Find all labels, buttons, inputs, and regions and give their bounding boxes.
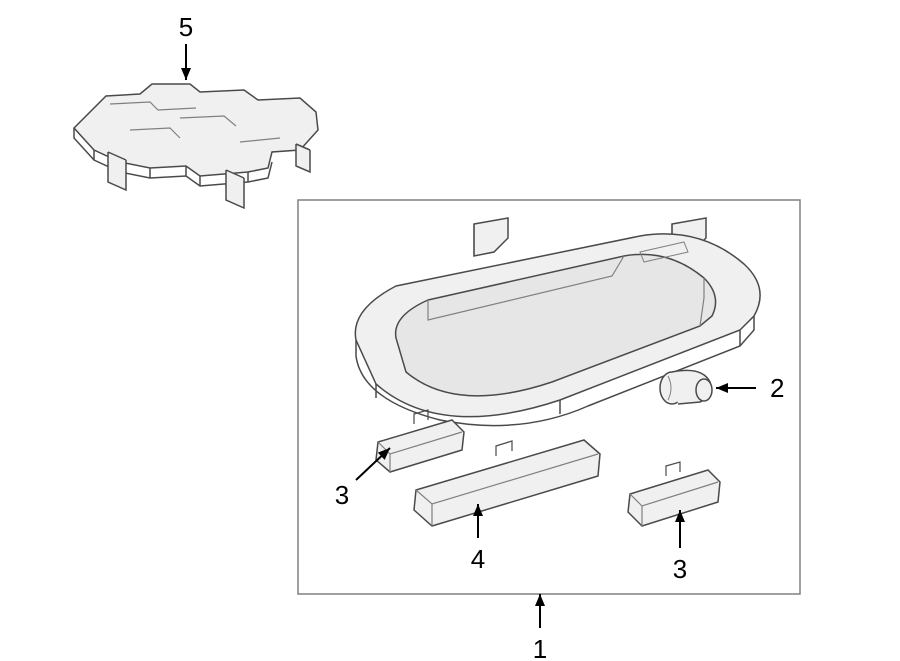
- callout-label: 2: [770, 373, 784, 403]
- callout-label: 1: [533, 634, 547, 661]
- callout-c5: 5: [179, 12, 193, 80]
- parts-diagram: 5 2 3 4 3 1: [0, 0, 900, 661]
- part-clip-left: [474, 218, 508, 256]
- part-lens-left: [376, 410, 464, 472]
- callout-label: 3: [673, 554, 687, 584]
- part-bulb: [660, 370, 712, 404]
- callout-label: 3: [335, 480, 349, 510]
- callout-c2: 2: [716, 373, 784, 403]
- part-bracket: [74, 84, 318, 208]
- callout-c3b: 3: [673, 510, 687, 584]
- callout-label: 4: [471, 544, 485, 574]
- callout-label: 5: [179, 12, 193, 42]
- callout-c4: 4: [471, 504, 485, 574]
- callout-c1: 1: [533, 594, 547, 661]
- part-lens-right: [628, 462, 720, 526]
